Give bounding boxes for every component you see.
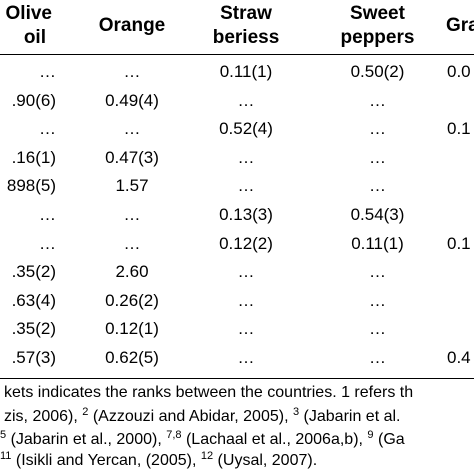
- footnote-text: (Isikli and Yercan, (2005),: [11, 452, 201, 469]
- cell-sweet-peppers: …: [369, 262, 386, 282]
- cell-orange: 0.49(4): [105, 90, 159, 110]
- footnote-text: kets indicates the ranks between the cou…: [4, 384, 414, 401]
- header-straw-line1: Straw: [220, 3, 272, 24]
- cell-olive-oil: .35(2): [11, 262, 56, 282]
- cell-olive-oil: 898(5): [6, 176, 56, 196]
- cell-sweet-peppers: …: [369, 290, 386, 310]
- cell-orange: 1.57: [115, 176, 149, 196]
- header-strawberries: Straw beriess: [205, 2, 287, 50]
- cell-grape: 0.4: [447, 348, 471, 367]
- header-orange: Orange: [82, 14, 182, 38]
- header-rule: [0, 54, 474, 55]
- header-olive-line2: oil: [23, 27, 46, 48]
- footnote-ref: 11: [0, 450, 12, 462]
- cell-strawberries: …: [237, 90, 255, 110]
- footnote-text: zis, 2006),: [4, 408, 83, 425]
- header-orange-text: Orange: [98, 15, 166, 36]
- footnote-ref: 3: [292, 406, 300, 418]
- cell-sweet-peppers: …: [369, 119, 386, 139]
- cell-olive-oil: .16(1): [11, 147, 56, 167]
- cell-sweet-peppers: …: [369, 176, 386, 196]
- cell-olive-oil: .90(6): [11, 90, 56, 110]
- cell-orange: …: [123, 119, 141, 139]
- table-bottom-rule: [0, 378, 474, 379]
- cell-sweet-peppers: …: [369, 90, 386, 110]
- cell-olive-oil: …: [39, 62, 56, 81]
- footnote-line-4: 11 (Isikli and Yercan, (2005), 12 (Uysal…: [0, 451, 317, 471]
- footnote-text: (Uysal, 2007).: [213, 452, 318, 469]
- cell-strawberries: 0.12(2): [219, 233, 273, 253]
- footnote-ref: 5: [0, 429, 7, 441]
- cell-orange: …: [123, 205, 141, 224]
- footnote-text: (Azzouzi and Abidar, 2005),: [88, 408, 293, 425]
- footnote-line-2: zis, 2006), 2 (Azzouzi and Abidar, 2005)…: [4, 407, 400, 427]
- footnote-text: (Jabarin et al.: [299, 408, 401, 425]
- cell-strawberries: …: [237, 147, 255, 167]
- footnote-line-1: kets indicates the ranks between the cou…: [4, 383, 413, 403]
- cell-orange: 0.12(1): [105, 319, 159, 339]
- cell-orange: 0.26(2): [105, 290, 159, 310]
- cell-olive-oil: .57(3): [11, 348, 56, 367]
- cell-sweet-peppers: …: [369, 319, 386, 339]
- cell-orange: …: [123, 62, 141, 81]
- header-sweet-peppers: Sweet peppers: [325, 2, 430, 50]
- cell-sweet-peppers: …: [369, 348, 386, 367]
- cell-orange: 0.47(3): [105, 147, 159, 167]
- footnote-text: (Jabarin et al., 2000),: [6, 431, 167, 448]
- cell-sweet-peppers: …: [369, 147, 386, 167]
- cell-strawberries: …: [237, 262, 255, 282]
- footnote-ref: 2: [82, 406, 89, 418]
- footnote-text: (Lachaal et al., 2006a,b),: [181, 431, 368, 448]
- header-grape-text: Gra: [446, 15, 474, 36]
- cell-strawberries: …: [237, 290, 255, 310]
- cell-orange: 0.62(5): [105, 348, 159, 367]
- footnote-ref: 9: [367, 429, 374, 441]
- header-sweet-line2: peppers: [340, 27, 415, 48]
- cell-strawberries: …: [237, 319, 255, 339]
- cell-strawberries: …: [237, 176, 255, 196]
- cell-orange: 2.60: [115, 262, 149, 282]
- footnote-text: (Ga: [373, 431, 405, 448]
- footnote-line-3: 5 (Jabarin et al., 2000), 7,8 (Lachaal e…: [0, 430, 405, 450]
- cell-sweet-peppers: 0.50(2): [350, 62, 405, 81]
- cell-olive-oil: …: [39, 233, 56, 253]
- cell-grape: 0.1: [447, 233, 471, 253]
- header-olive-oil: Olive oil: [6, 2, 56, 50]
- cell-grape: 0.0: [447, 62, 471, 81]
- cell-strawberries: …: [237, 348, 255, 367]
- cell-olive-oil: .35(2): [11, 319, 56, 339]
- cell-olive-oil: …: [39, 119, 56, 139]
- cell-strawberries: 0.52(4): [219, 119, 273, 139]
- footnote-ref: 7,8: [166, 429, 182, 441]
- header-olive-line1: Olive: [5, 3, 52, 24]
- cell-strawberries: 0.13(3): [219, 205, 273, 224]
- cell-orange: …: [123, 233, 141, 253]
- header-grape: Gra: [446, 14, 474, 38]
- header-straw-line2: beriess: [212, 27, 280, 48]
- cell-sweet-peppers: 0.54(3): [350, 205, 405, 224]
- cell-strawberries: 0.11(1): [219, 62, 273, 81]
- header-sweet-line1: Sweet: [350, 3, 405, 24]
- cell-olive-oil: …: [39, 205, 56, 224]
- footnote-ref: 12: [200, 450, 214, 462]
- cell-sweet-peppers: 0.11(1): [351, 233, 404, 253]
- cell-grape: 0.1: [447, 119, 471, 139]
- cell-olive-oil: .63(4): [11, 290, 56, 310]
